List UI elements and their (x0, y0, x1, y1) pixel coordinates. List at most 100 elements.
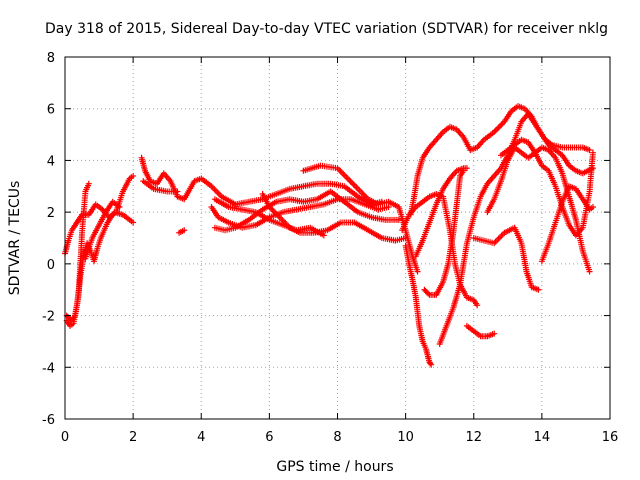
data-point (414, 268, 421, 275)
data-segment (191, 176, 203, 185)
data-segment (445, 231, 456, 267)
data-point (85, 180, 92, 187)
data-segment (79, 190, 89, 236)
data-segment (92, 201, 104, 212)
data-segment (491, 180, 504, 203)
series-track-13 (402, 242, 435, 368)
data-segment (538, 242, 551, 265)
data-segment (566, 162, 578, 173)
x-tick-label: 6 (265, 430, 273, 445)
data-segment (552, 147, 564, 157)
data-segment (426, 191, 438, 200)
data-segment (293, 204, 312, 213)
data-segment (67, 321, 75, 329)
data-segment (450, 203, 460, 236)
chart-title: Day 318 of 2015, Sidereal Day-to-day VTE… (45, 21, 608, 37)
data-segment (68, 314, 78, 324)
data-segment (68, 221, 79, 234)
data-segment (280, 206, 298, 216)
series-track-22 (498, 136, 596, 239)
data-segment (463, 322, 475, 333)
data-point (535, 286, 542, 293)
y-tick-label: 6 (47, 103, 55, 118)
data-segment (324, 220, 343, 234)
data-segment (412, 200, 424, 210)
data-segment (484, 198, 497, 216)
series-track-7 (176, 227, 188, 236)
data-segment (286, 183, 305, 192)
data-point (589, 149, 596, 156)
data-segment (545, 141, 557, 152)
data-segment (566, 183, 578, 192)
data-segment (411, 175, 421, 200)
data-segment (62, 239, 71, 257)
data-segment (463, 294, 475, 303)
y-tick-label: -2 (42, 310, 55, 325)
data-segment (433, 130, 445, 143)
data-segment (300, 181, 319, 190)
data-segment (419, 194, 431, 205)
data-segment (504, 143, 516, 154)
data-segment (232, 217, 251, 231)
data-segment (559, 204, 572, 227)
data-segment (402, 227, 415, 258)
data-segment (440, 262, 451, 285)
data-segment (453, 126, 466, 139)
data-segment (354, 193, 373, 207)
data-point (586, 268, 593, 275)
data-segment (460, 134, 473, 152)
data-segment (511, 120, 524, 143)
data-segment (138, 154, 148, 172)
data-segment (307, 201, 325, 210)
data-segment (518, 149, 530, 160)
data-segment (433, 280, 446, 298)
data-segment (470, 297, 479, 307)
data-segment (511, 224, 524, 245)
data-segment (266, 204, 282, 219)
data-point (491, 330, 498, 337)
data-segment (572, 185, 585, 201)
x-tick-label: 0 (61, 430, 69, 445)
data-segment (545, 221, 558, 247)
data-segment (341, 183, 360, 199)
data-segment (225, 204, 244, 213)
data-segment (96, 211, 108, 229)
data-segment (409, 253, 420, 273)
data-segment (245, 196, 264, 205)
data-segment (412, 294, 422, 327)
data-segment (361, 201, 380, 212)
data-segment (579, 247, 592, 273)
data-segment (119, 211, 131, 222)
data-segment (334, 165, 350, 181)
data-segment (344, 175, 360, 191)
data-segment (501, 110, 514, 125)
x-tick-label: 16 (602, 430, 619, 445)
y-tick-label: -4 (42, 361, 55, 376)
x-tick-label: 12 (465, 430, 482, 445)
data-segment (73, 213, 84, 226)
data-segment (525, 139, 537, 154)
data-segment (545, 147, 558, 160)
x-tick-label: 2 (129, 430, 137, 445)
data-segment (160, 170, 173, 183)
data-point (463, 165, 470, 172)
series-track-16 (412, 165, 470, 260)
data-segment (198, 175, 213, 188)
data-segment (501, 225, 516, 236)
data-segment (572, 167, 584, 176)
data-segment (378, 235, 397, 244)
series-track-6 (140, 178, 181, 195)
data-segment (259, 191, 272, 209)
data-segment (218, 193, 237, 207)
data-segment (457, 169, 466, 179)
data-segment (176, 228, 186, 236)
data-segment (320, 197, 339, 208)
y-axis-title: SDTVAR / TECUs (7, 181, 23, 296)
data-segment (365, 196, 380, 207)
data-segment (252, 209, 271, 222)
data-point (474, 302, 481, 309)
data-segment (538, 162, 550, 173)
y-tick-label: 0 (47, 258, 55, 273)
data-segment (286, 224, 302, 235)
data-segment (419, 221, 432, 244)
